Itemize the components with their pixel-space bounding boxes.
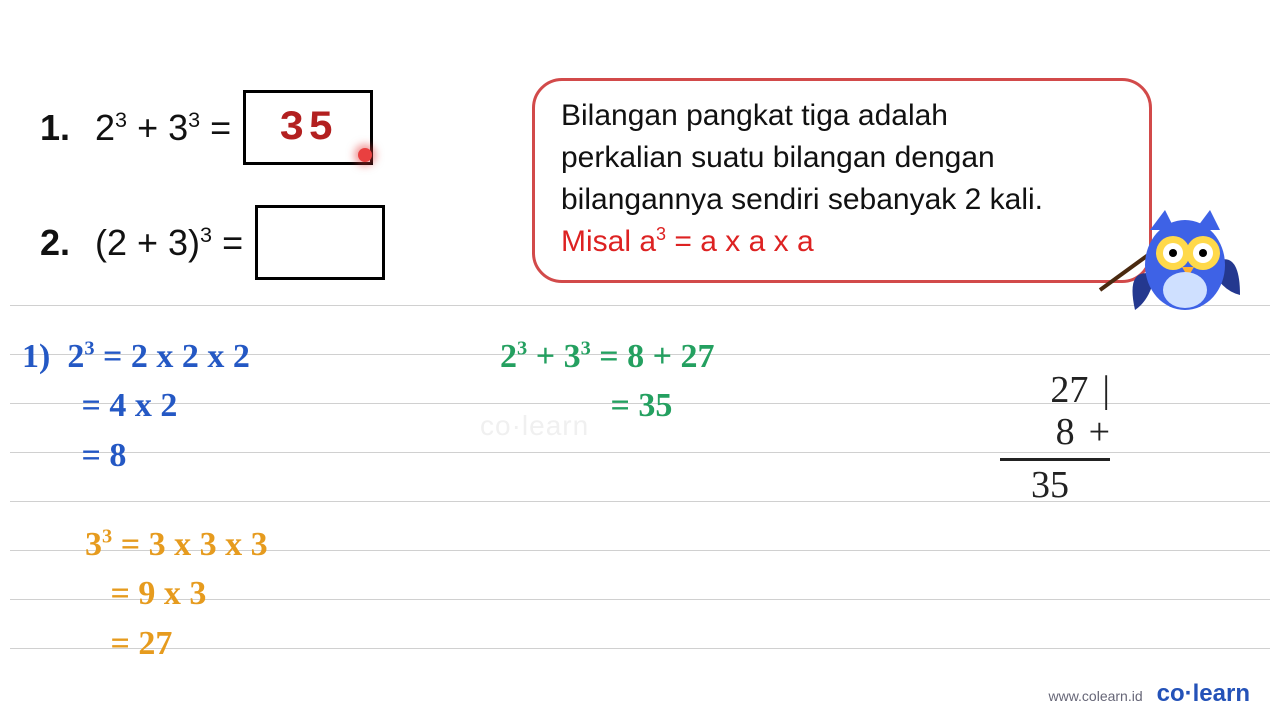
work-green: 23 + 33 = 8 + 27 = 35 [500,332,715,431]
answer-box-1: 35 [243,90,373,165]
info-line: bilangannya sendiri sebanyak 2 kali. [561,179,1123,221]
footer: www.colearn.id co·learn [1048,680,1250,708]
work-orange: 33 = 3 x 3 x 3 = 9 x 3 = 27 [85,520,268,668]
answer-box-2 [255,205,385,280]
work-blue: 1) 23 = 2 x 2 x 2 = 4 x 2 = 8 [22,332,250,480]
problem-number: 1. [40,107,95,149]
problem-number: 2. [40,222,95,264]
pointer-dot [358,148,372,162]
footer-url: www.colearn.id [1048,688,1142,704]
owl-mascot-icon [1095,195,1245,325]
problem-expression: (2 + 3)3 = [95,222,243,264]
problem-2: 2. (2 + 3)3 = [40,205,385,280]
problems-block: 1. 23 + 33 = 35 2. (2 + 3)3 = [40,90,385,320]
info-formula: Misal a3 = a x a x a [561,221,1123,263]
footer-brand: co·learn [1157,680,1250,708]
hand-addition: 27 | 8 + 35 [990,370,1110,506]
info-line: perkalian suatu bilangan dengan [561,137,1123,179]
info-box: Bilangan pangkat tiga adalah perkalian s… [532,78,1152,283]
problem-expression: 23 + 33 = [95,107,231,149]
problem-1: 1. 23 + 33 = 35 [40,90,385,165]
info-line: Bilangan pangkat tiga adalah [561,95,1123,137]
